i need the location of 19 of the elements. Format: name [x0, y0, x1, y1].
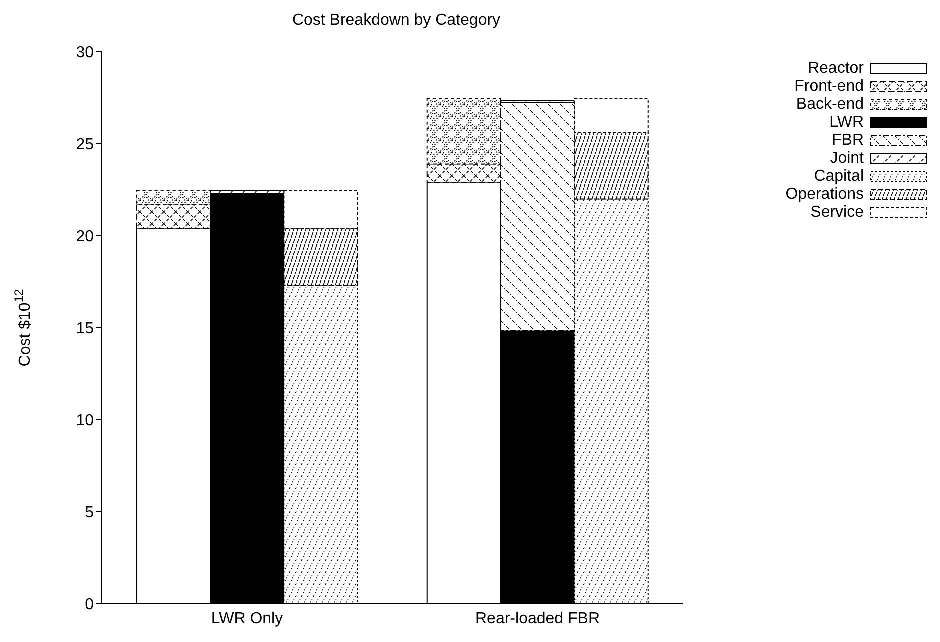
y-tick-label: 0: [85, 596, 94, 614]
y-tick-label: 10: [76, 412, 94, 430]
y-tick-label: 20: [76, 228, 94, 246]
legend-label: Operations: [786, 186, 864, 204]
legend-label: Back-end: [796, 96, 864, 114]
legend-label: Front-end: [794, 78, 864, 96]
y-tick-label: 5: [85, 504, 94, 522]
y-tick-label: 25: [76, 136, 94, 154]
x-tick-label: Rear-loaded FBR: [476, 610, 600, 628]
x-tick-label: LWR Only: [211, 610, 284, 628]
y-tick-label: 15: [76, 320, 94, 338]
legend-label: Joint: [830, 150, 864, 168]
legend-label: Reactor: [808, 60, 864, 78]
legend-label: FBR: [832, 132, 864, 150]
legend-label: Capital: [814, 168, 864, 186]
y-tick-label: 30: [76, 44, 94, 62]
chart-title: Cost Breakdown by Category: [291, 12, 502, 30]
legend-label: LWR: [830, 114, 864, 132]
legend-label: Service: [810, 204, 864, 222]
